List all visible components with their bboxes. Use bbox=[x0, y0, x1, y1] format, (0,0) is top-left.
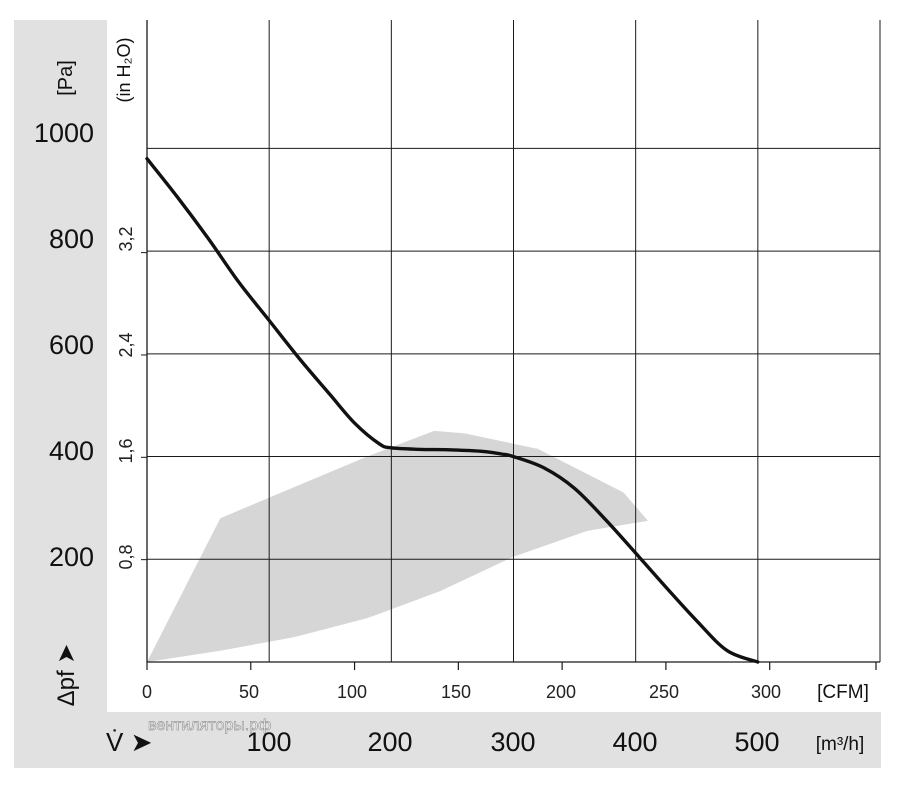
y-unit-inh2o: (in H₂O) bbox=[114, 38, 134, 103]
y-tick-inh2o: 3,2 bbox=[116, 226, 136, 251]
grid bbox=[141, 20, 881, 670]
y-tick-inh2o: 1,6 bbox=[116, 438, 136, 463]
y-axis-symbol: Δpf ➤ bbox=[53, 644, 80, 707]
y-tick-pa: 1000 bbox=[34, 118, 94, 148]
x-unit-cfm: [CFM] bbox=[817, 682, 869, 703]
x-tick-cfm: 100 bbox=[337, 682, 367, 702]
x-tick-cfm: 50 bbox=[239, 682, 259, 702]
y-tick-pa: 400 bbox=[49, 436, 94, 466]
bottom-axis-band bbox=[14, 712, 881, 768]
curve-layer bbox=[145, 157, 760, 664]
y-axis-inh2o: (in H₂O) 0,8 1,6 2,4 3,2 bbox=[114, 38, 136, 570]
x-tick-cfm: 300 bbox=[751, 682, 781, 702]
x-tick-cfm: 250 bbox=[649, 682, 679, 702]
x-tick-cfm: 0 bbox=[142, 682, 152, 702]
x-tick-cfm: 200 bbox=[546, 682, 576, 702]
y-tick-inh2o: 0,8 bbox=[116, 544, 136, 569]
x-tick-m3h: 400 bbox=[612, 727, 657, 757]
y-tick-pa: 600 bbox=[49, 330, 94, 360]
x-tick-m3h: 500 bbox=[734, 727, 779, 757]
y-unit-pa: [Pa] bbox=[55, 60, 77, 96]
watermark: вентиляторы.рф bbox=[148, 717, 271, 734]
y-axis-pa: [Pa] 200 400 600 800 1000 Δpf ➤ bbox=[34, 60, 94, 706]
x-tick-m3h: 300 bbox=[490, 727, 535, 757]
x-axis-m3h: V̇ ➤ вентиляторы.рф 100 200 300 400 500 … bbox=[106, 717, 864, 757]
x-tick-cfm: 150 bbox=[441, 682, 471, 702]
left-axis-band bbox=[14, 20, 107, 768]
x-tick-m3h: 200 bbox=[367, 727, 412, 757]
y-tick-inh2o: 2,4 bbox=[116, 332, 136, 357]
operating-area bbox=[147, 430, 648, 662]
x-axis-cfm: 0 50 100 150 200 250 300 [CFM] bbox=[142, 682, 869, 703]
y-tick-pa: 200 bbox=[49, 542, 94, 572]
x-tick-m3h: 100 bbox=[246, 727, 291, 757]
operating-area-layer bbox=[147, 430, 648, 662]
x-unit-m3h: [m³/h] bbox=[816, 734, 865, 755]
x-axis-symbol: V̇ ➤ bbox=[106, 727, 152, 757]
y-tick-pa: 800 bbox=[49, 224, 94, 254]
fan-curve-line bbox=[145, 157, 760, 664]
